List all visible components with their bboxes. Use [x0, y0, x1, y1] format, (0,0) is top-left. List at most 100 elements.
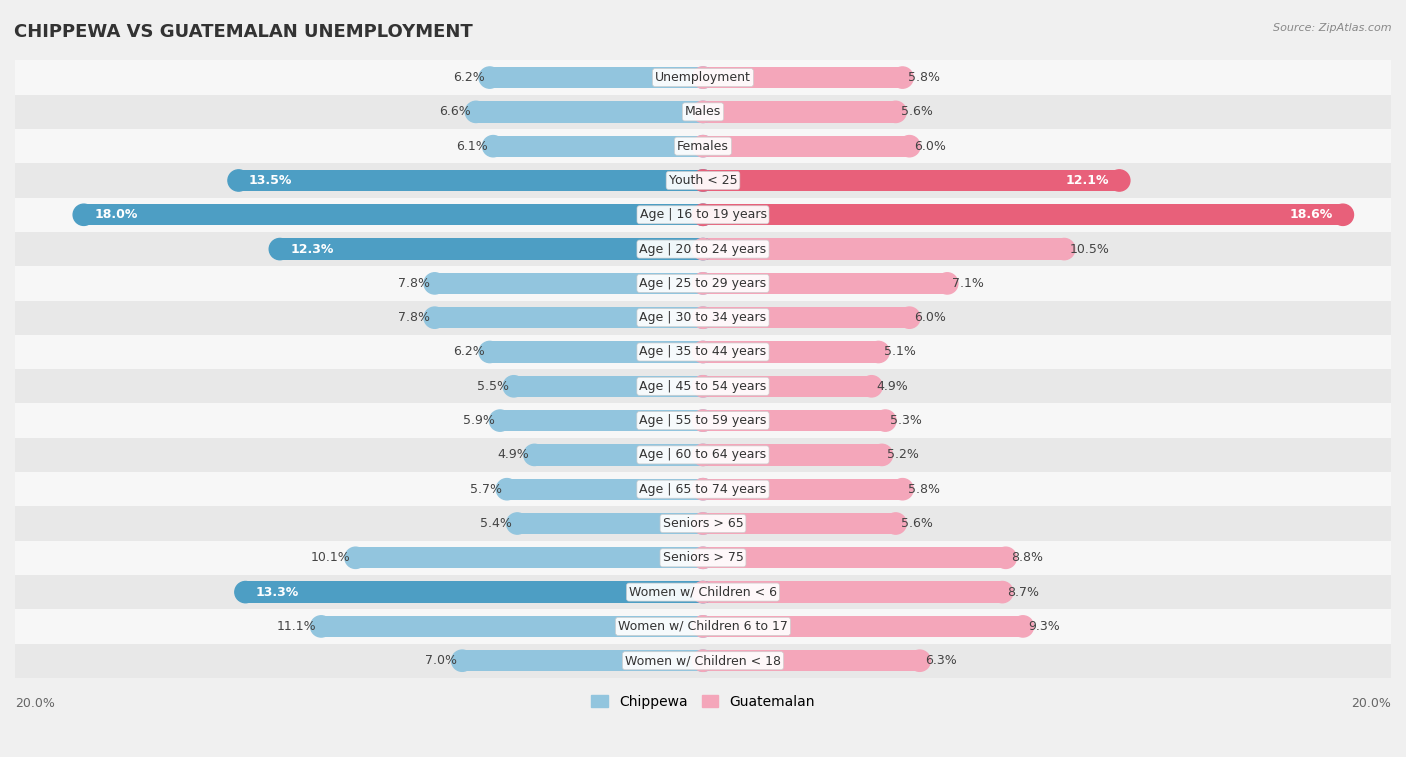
Bar	[15, 198, 1391, 232]
Text: 20.0%: 20.0%	[1351, 696, 1391, 710]
Circle shape	[482, 136, 503, 157]
Circle shape	[1053, 238, 1074, 260]
Circle shape	[692, 547, 714, 569]
Text: Age | 35 to 44 years: Age | 35 to 44 years	[640, 345, 766, 359]
Bar	[703, 136, 910, 157]
Text: 20.0%: 20.0%	[15, 696, 55, 710]
Text: 5.9%: 5.9%	[463, 414, 495, 427]
Bar	[15, 266, 1391, 301]
Bar	[15, 95, 1391, 129]
Bar	[15, 438, 1391, 472]
Text: Age | 55 to 59 years: Age | 55 to 59 years	[640, 414, 766, 427]
Bar	[703, 650, 920, 671]
Text: Women w/ Children < 6: Women w/ Children < 6	[628, 586, 778, 599]
Text: 5.6%: 5.6%	[901, 105, 932, 118]
Circle shape	[1331, 204, 1354, 226]
Circle shape	[503, 375, 524, 397]
Text: Age | 60 to 64 years: Age | 60 to 64 years	[640, 448, 766, 462]
Circle shape	[868, 341, 889, 363]
Circle shape	[425, 273, 446, 294]
Bar	[15, 472, 1391, 506]
Text: Source: ZipAtlas.com: Source: ZipAtlas.com	[1274, 23, 1392, 33]
Circle shape	[692, 615, 714, 637]
Circle shape	[692, 444, 714, 466]
Circle shape	[692, 650, 714, 671]
Bar	[489, 341, 703, 363]
Bar	[246, 581, 703, 603]
Text: Women w/ Children < 18: Women w/ Children < 18	[626, 654, 780, 667]
Bar	[489, 67, 703, 89]
Circle shape	[692, 238, 714, 260]
Bar	[703, 410, 886, 431]
Circle shape	[875, 410, 896, 431]
Bar	[434, 273, 703, 294]
Text: 6.2%: 6.2%	[453, 71, 485, 84]
Text: 5.3%: 5.3%	[890, 414, 922, 427]
Bar	[703, 204, 1343, 226]
Bar	[703, 581, 1002, 603]
Circle shape	[73, 204, 94, 226]
Circle shape	[884, 101, 907, 123]
Circle shape	[692, 136, 714, 157]
Text: 13.5%: 13.5%	[249, 174, 292, 187]
Bar	[508, 478, 703, 500]
Text: 7.8%: 7.8%	[398, 311, 429, 324]
Text: 4.9%: 4.9%	[498, 448, 529, 462]
Text: Unemployment: Unemployment	[655, 71, 751, 84]
Text: 5.7%: 5.7%	[470, 483, 502, 496]
Text: 7.0%: 7.0%	[425, 654, 457, 667]
Bar	[703, 478, 903, 500]
Circle shape	[692, 273, 714, 294]
Circle shape	[489, 410, 510, 431]
Circle shape	[692, 273, 714, 294]
Text: 5.8%: 5.8%	[908, 483, 939, 496]
Text: 6.2%: 6.2%	[453, 345, 485, 359]
Circle shape	[269, 238, 291, 260]
Circle shape	[872, 444, 893, 466]
Circle shape	[692, 650, 714, 671]
Bar	[15, 369, 1391, 403]
Circle shape	[692, 375, 714, 397]
Circle shape	[692, 204, 714, 226]
Circle shape	[692, 307, 714, 329]
Circle shape	[898, 307, 920, 329]
Circle shape	[344, 547, 366, 569]
Text: Age | 25 to 29 years: Age | 25 to 29 years	[640, 277, 766, 290]
Text: 5.1%: 5.1%	[883, 345, 915, 359]
Circle shape	[898, 136, 920, 157]
Text: Youth < 25: Youth < 25	[669, 174, 737, 187]
Text: 12.1%: 12.1%	[1066, 174, 1109, 187]
Circle shape	[692, 101, 714, 123]
Text: 6.1%: 6.1%	[457, 140, 488, 153]
Bar	[84, 204, 703, 226]
Bar	[280, 238, 703, 260]
Circle shape	[910, 650, 931, 671]
Circle shape	[692, 204, 714, 226]
Circle shape	[692, 615, 714, 637]
Text: 5.6%: 5.6%	[901, 517, 932, 530]
Text: 5.2%: 5.2%	[887, 448, 920, 462]
Text: Age | 20 to 24 years: Age | 20 to 24 years	[640, 242, 766, 256]
Circle shape	[692, 170, 714, 191]
Bar	[703, 307, 910, 329]
Bar	[15, 403, 1391, 438]
Circle shape	[692, 410, 714, 431]
Circle shape	[692, 341, 714, 363]
Bar	[15, 129, 1391, 164]
Circle shape	[465, 101, 486, 123]
Bar	[534, 444, 703, 466]
Text: 5.5%: 5.5%	[477, 380, 509, 393]
Text: CHIPPEWA VS GUATEMALAN UNEMPLOYMENT: CHIPPEWA VS GUATEMALAN UNEMPLOYMENT	[14, 23, 472, 41]
Circle shape	[1012, 615, 1033, 637]
Circle shape	[524, 444, 546, 466]
Text: 13.3%: 13.3%	[256, 586, 299, 599]
Circle shape	[891, 478, 912, 500]
Circle shape	[692, 547, 714, 569]
Text: 6.6%: 6.6%	[439, 105, 471, 118]
Text: 10.5%: 10.5%	[1070, 242, 1109, 256]
Circle shape	[692, 581, 714, 603]
Text: 8.7%: 8.7%	[1008, 586, 1039, 599]
Bar	[463, 650, 703, 671]
Bar	[15, 232, 1391, 266]
Text: Women w/ Children 6 to 17: Women w/ Children 6 to 17	[619, 620, 787, 633]
